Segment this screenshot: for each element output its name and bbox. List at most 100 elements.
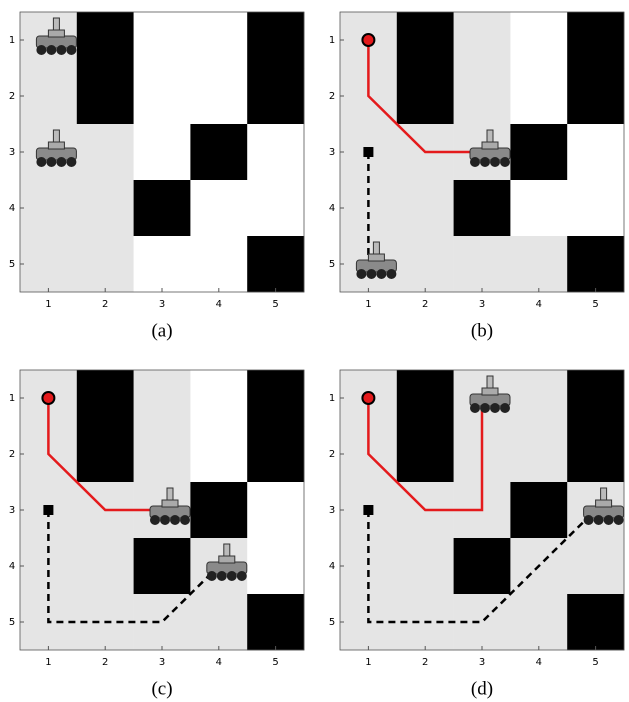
- robot-wheel: [614, 515, 624, 525]
- x-tick-label: 2: [422, 657, 428, 668]
- x-tick-label: 3: [159, 299, 165, 310]
- y-tick-label: 1: [9, 393, 15, 404]
- robot-mast: [53, 130, 59, 142]
- grid-cell: [77, 124, 134, 180]
- grid-cell: [454, 180, 511, 236]
- robot-wheel: [170, 515, 180, 525]
- grid-cell: [77, 426, 134, 482]
- grid-cell: [134, 538, 191, 594]
- y-tick-label: 5: [9, 259, 15, 270]
- x-tick-label: 1: [45, 299, 51, 310]
- robot-wheel: [490, 157, 500, 167]
- robot-top: [368, 254, 384, 261]
- robot-wheel: [470, 157, 480, 167]
- robot-mast: [487, 130, 493, 142]
- grid-cell: [190, 426, 247, 482]
- grid-cell: [454, 12, 511, 68]
- goal-marker: [42, 392, 54, 404]
- grid-cell: [397, 180, 454, 236]
- y-tick-label: 5: [329, 259, 335, 270]
- x-tick-label: 3: [479, 657, 485, 668]
- y-tick-label: 3: [9, 147, 15, 158]
- robot-wheel: [36, 157, 46, 167]
- grid-cell: [567, 594, 624, 650]
- robot-wheel: [160, 515, 170, 525]
- goal-marker: [362, 392, 374, 404]
- grid-cell: [190, 370, 247, 426]
- grid-cell: [247, 124, 304, 180]
- robot-mast: [601, 488, 607, 500]
- figure: 1234512345(a)1234512345(b)1234512345(c)1…: [0, 0, 629, 702]
- caption: (c): [151, 678, 172, 699]
- x-tick-label: 4: [536, 657, 542, 668]
- grid-cell: [247, 370, 304, 426]
- y-tick-label: 2: [9, 91, 15, 102]
- robot-mast: [487, 376, 493, 388]
- grid-cell: [134, 180, 191, 236]
- robot-wheel: [490, 403, 500, 413]
- robot-wheel: [150, 515, 160, 525]
- start-marker: [43, 505, 53, 515]
- y-tick-label: 2: [329, 91, 335, 102]
- grid-cell: [77, 538, 134, 594]
- y-tick-label: 3: [329, 505, 335, 516]
- grid-cell: [567, 68, 624, 124]
- grid-cell: [567, 538, 624, 594]
- robot-wheel: [66, 157, 76, 167]
- grid-cell: [247, 482, 304, 538]
- grid-cell: [567, 12, 624, 68]
- robot-wheel: [56, 45, 66, 55]
- y-tick-label: 2: [9, 449, 15, 460]
- grid-cell: [20, 180, 77, 236]
- robot-wheel: [46, 45, 56, 55]
- grid-cell: [397, 370, 454, 426]
- y-tick-label: 4: [329, 561, 335, 572]
- robot-wheel: [36, 45, 46, 55]
- grid-cell: [510, 124, 567, 180]
- grid-cell: [454, 538, 511, 594]
- grid-cell: [247, 68, 304, 124]
- x-tick-label: 2: [422, 299, 428, 310]
- robot-wheel: [237, 571, 247, 581]
- grid-cell: [134, 236, 191, 292]
- grid-cell: [397, 12, 454, 68]
- y-tick-label: 1: [9, 35, 15, 46]
- robot-top: [482, 142, 498, 149]
- grid-cell: [567, 124, 624, 180]
- robot-wheel: [376, 269, 386, 279]
- grid-cell: [397, 426, 454, 482]
- grid-cell: [20, 236, 77, 292]
- grid-cell: [77, 236, 134, 292]
- grid-cell: [510, 482, 567, 538]
- robot-wheel: [180, 515, 190, 525]
- robot-wheel: [217, 571, 227, 581]
- caption: (b): [471, 320, 493, 341]
- y-tick-label: 2: [329, 449, 335, 460]
- grid-cell: [247, 12, 304, 68]
- grid-cell: [567, 180, 624, 236]
- start-marker: [363, 505, 373, 515]
- grid-cell: [77, 68, 134, 124]
- x-tick-label: 1: [365, 657, 371, 668]
- robot-wheel: [366, 269, 376, 279]
- x-tick-label: 1: [45, 657, 51, 668]
- grid-cell: [397, 538, 454, 594]
- robot-top: [482, 388, 498, 395]
- panel: 1234512345(b): [329, 12, 624, 341]
- y-tick-label: 1: [329, 35, 335, 46]
- grid-cell: [510, 180, 567, 236]
- grid-cell: [190, 180, 247, 236]
- robot-top: [162, 500, 178, 507]
- x-tick-label: 2: [102, 299, 108, 310]
- grid-cell: [190, 594, 247, 650]
- robot-wheel: [500, 403, 510, 413]
- grid-cell: [510, 426, 567, 482]
- grid-cell: [510, 12, 567, 68]
- grid-cell: [397, 236, 454, 292]
- robot-mast: [373, 242, 379, 254]
- robot-wheel: [386, 269, 396, 279]
- robot-wheel: [604, 515, 614, 525]
- robot-mast: [167, 488, 173, 500]
